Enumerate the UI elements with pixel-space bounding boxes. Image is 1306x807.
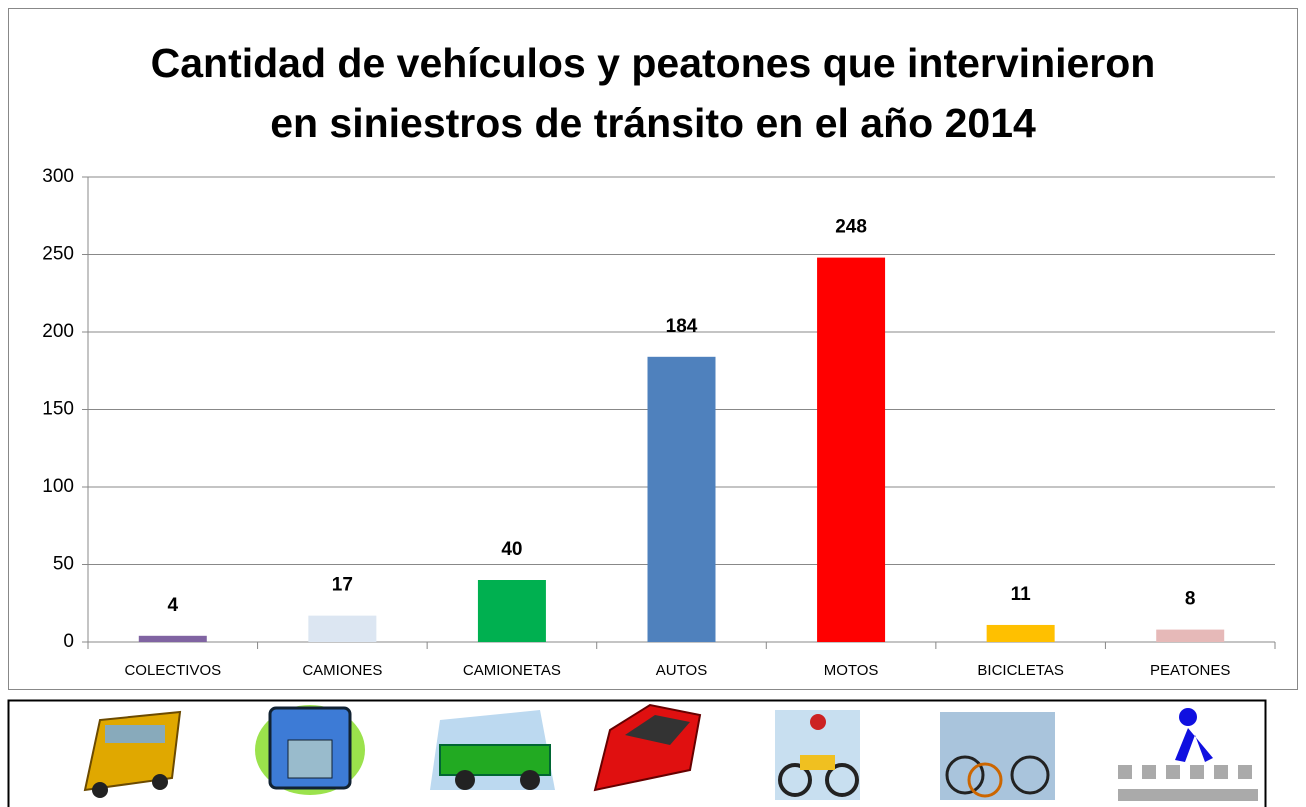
y-tick-label: 0 [63,631,74,652]
x-tick-label: CAMIONETAS [463,662,561,679]
value-label: 11 [1011,584,1032,605]
y-tick-label: 200 [42,321,74,342]
x-tick-label: PEATONES [1150,662,1230,679]
value-label: 4 [167,595,178,616]
car-icon [593,703,702,792]
value-label: 17 [332,575,353,596]
bicycles-icon [940,712,1055,800]
pickup-icon [430,710,555,790]
bus-icon [83,710,182,798]
value-label: 184 [666,316,698,337]
motorbike-icon [775,710,860,800]
chart-title: en siniestros de tránsito en el año 2014 [270,100,1036,146]
x-tick-label: COLECTIVOS [124,662,221,679]
value-label: 8 [1185,589,1196,610]
y-tick-label: 300 [42,166,74,187]
y-tick-label: 100 [42,476,74,497]
value-label: 40 [501,539,522,560]
bar [138,635,207,642]
bar [986,624,1055,642]
chart-title: Cantidad de vehículos y peatones que int… [151,40,1156,86]
y-tick-label: 150 [42,399,74,420]
bar [647,356,716,642]
x-tick-label: MOTOS [824,662,879,679]
x-tick-label: BICICLETAS [977,662,1063,679]
icons [83,703,1258,801]
y-tick-label: 250 [42,244,74,265]
bar [477,580,546,642]
y-tick-label: 50 [53,554,74,575]
truck-icon [255,705,365,795]
x-tick-label: CAMIONES [302,662,382,679]
bar [1156,629,1225,642]
bar [308,615,377,642]
bar [817,257,886,642]
pedestrian-icon [1118,708,1258,801]
value-label: 248 [835,217,867,238]
x-tick-label: AUTOS [656,662,707,679]
